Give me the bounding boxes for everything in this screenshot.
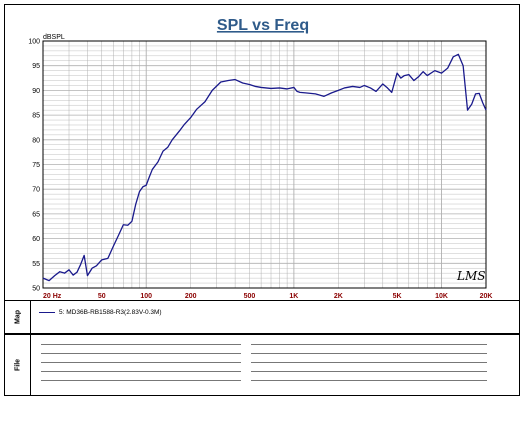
plot-area-border: [42, 40, 487, 289]
y-tick-label: 100: [28, 39, 40, 46]
y-axis-unit-label: dBSPL: [43, 34, 65, 41]
y-tick-labels: 50 55 60 65 70 75 80 85 90 95 100: [28, 39, 40, 293]
lms-watermark: LMS: [456, 269, 485, 283]
file-note-line: [41, 380, 241, 381]
x-tick-label: 5K: [393, 293, 402, 300]
x-tick-label: 200: [185, 293, 197, 300]
legend-line-swatch: [39, 312, 55, 313]
legend-entry-label: 5: MD36B-RB1588-R3(2.83V-0.3M): [59, 309, 162, 316]
y-tick-label: 90: [32, 88, 40, 95]
y-tick-label: 75: [32, 162, 40, 169]
file-note-line: [251, 362, 487, 363]
file-note-line: [251, 380, 487, 381]
y-tick-label: 50: [32, 286, 40, 293]
x-tick-label: 500: [244, 293, 256, 300]
y-tick-label: 55: [32, 261, 40, 268]
file-note-line: [41, 371, 241, 372]
map-tab-label: Map: [14, 310, 21, 324]
y-tick-label: 70: [32, 187, 40, 194]
y-tick-label: 65: [32, 211, 40, 218]
x-tick-label: 10K: [435, 293, 448, 300]
file-note-line: [41, 344, 241, 345]
legend-entry[interactable]: 5: MD36B-RB1588-R3(2.83V-0.3M): [39, 309, 162, 316]
file-tab-label: File: [14, 358, 21, 372]
map-panel: Map 5: MD36B-RB1588-R3(2.83V-0.3M): [4, 300, 520, 334]
file-tab[interactable]: File: [5, 335, 31, 395]
file-panel: File: [4, 334, 520, 396]
y-tick-label: 80: [32, 137, 40, 144]
file-note-line: [41, 362, 241, 363]
spl-curve-series: [42, 53, 487, 282]
y-tick-label: 60: [32, 236, 40, 243]
x-tick-label: 100: [140, 293, 152, 300]
file-note-line: [251, 344, 487, 345]
y-tick-label: 95: [32, 63, 40, 70]
x-tick-label: 1K: [289, 293, 298, 300]
chart-title: SPL vs Freq: [217, 17, 309, 34]
y-tick-label: 85: [32, 113, 40, 120]
x-tick-labels: 20 Hz 50 100 200 500 1K 2K 5K 10K 20K: [43, 293, 492, 300]
spl-chart: SPL vs Freq dBSPL 50 55 60 65 70 75 80 85 90 95 10…: [28, 17, 492, 300]
x-tick-label: 20K: [480, 293, 493, 300]
file-note-line: [41, 353, 241, 354]
file-note-line: [251, 353, 487, 354]
x-tick-label: 2K: [334, 293, 343, 300]
map-tab[interactable]: Map: [5, 301, 31, 333]
file-note-line: [251, 371, 487, 372]
x-tick-label: 20 Hz: [43, 293, 62, 300]
x-tick-label: 50: [98, 293, 106, 300]
grid-lines: [42, 40, 487, 289]
